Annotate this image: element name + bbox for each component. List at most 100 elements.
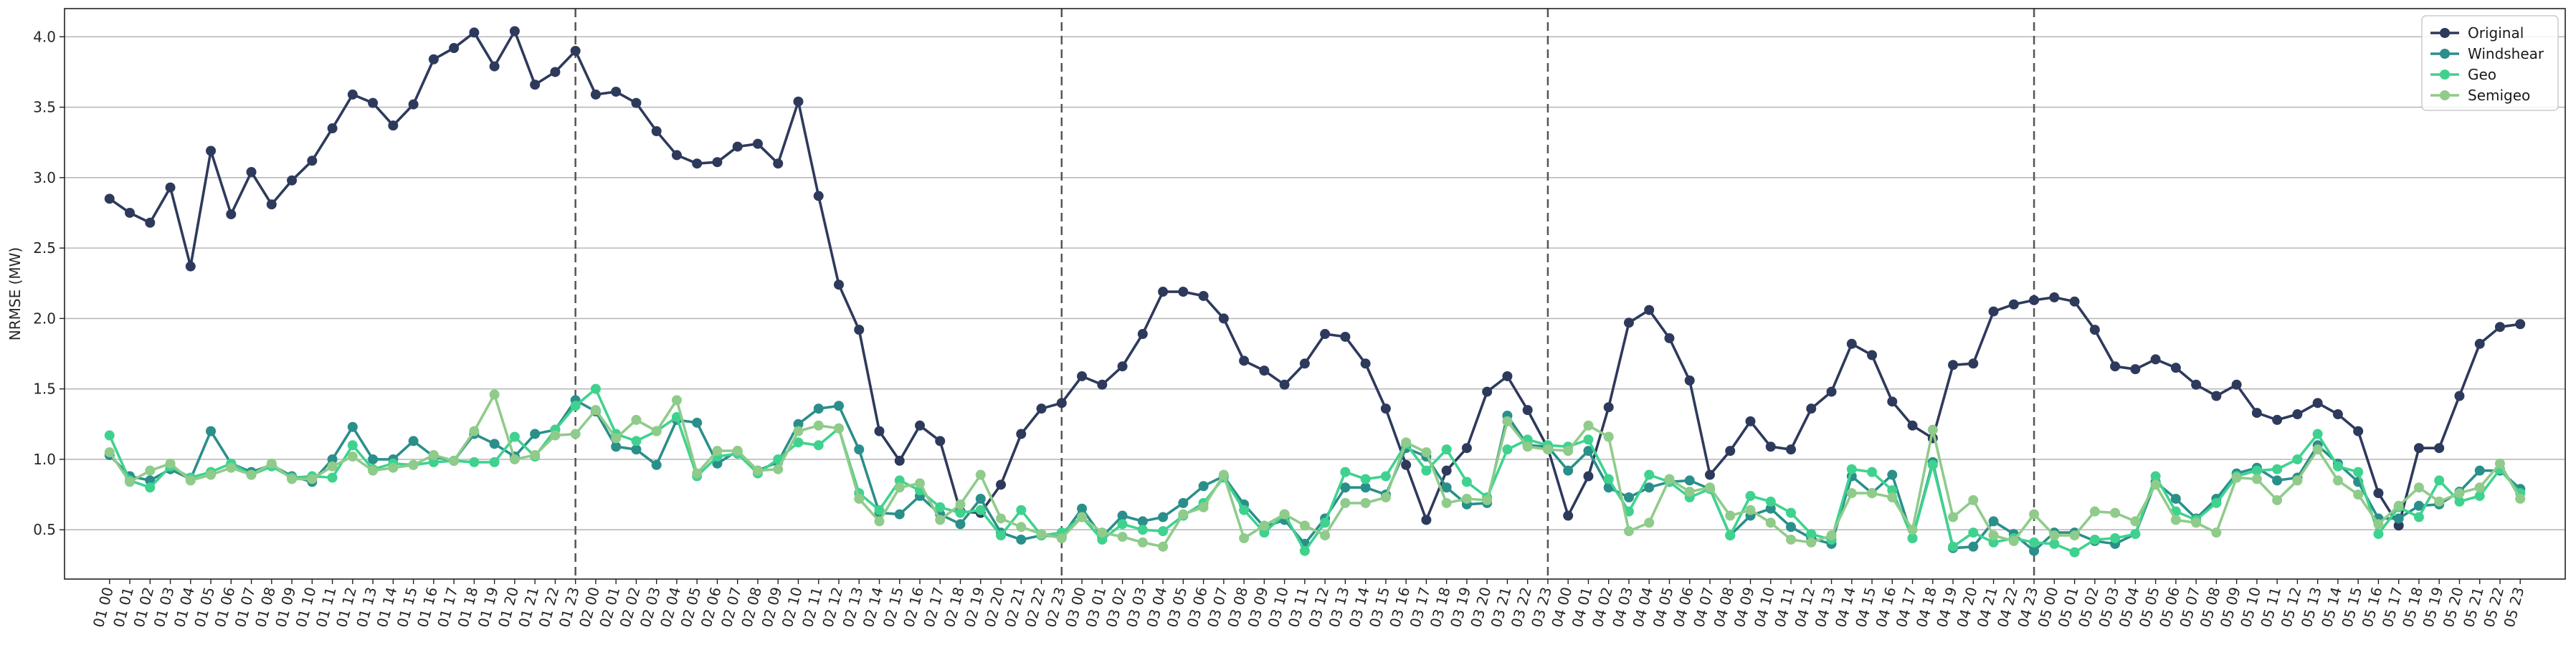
data-point [1684,475,1695,486]
data-point [1259,527,1270,538]
data-point [2515,493,2526,504]
data-point [1380,471,1391,482]
data-point [408,459,419,470]
data-point [1664,333,1675,343]
data-point [1887,469,1898,480]
data-point [2373,488,2384,499]
data-point [894,509,905,520]
data-point [975,505,986,515]
data-point [1198,290,1209,301]
data-point [1988,516,1999,527]
data-point [1461,443,1472,454]
legend-box [2421,15,2559,111]
data-point [449,455,460,466]
data-point [2170,363,2181,373]
data-point [347,440,358,451]
data-point [1927,424,1938,435]
data-point [1016,534,1027,545]
data-point [327,454,338,464]
data-point [2413,500,2424,511]
data-point [469,426,480,436]
data-point [793,437,804,448]
data-point [1137,525,1148,535]
data-point [469,457,480,467]
data-point [915,420,926,431]
data-point [570,45,581,56]
data-point [1340,482,1351,493]
data-point [1765,496,1776,507]
data-point [671,150,682,161]
y-tick-label: 2.5 [33,239,56,257]
data-point [1988,530,1999,541]
y-tick-label: 2.0 [33,310,56,327]
y-tick-label: 3.5 [33,99,56,116]
y-tick-label: 1.0 [33,451,56,468]
data-point [1137,537,1148,548]
legend-label: Semigeo [2468,87,2530,104]
data-point [1623,526,1634,537]
data-point [996,513,1007,524]
data-point [327,123,338,134]
data-point [1502,444,1513,455]
data-point [2393,500,2404,511]
data-point [1725,530,1736,541]
data-point [2272,475,2283,486]
data-point [2231,379,2242,390]
data-point [2494,458,2505,469]
data-point [489,439,500,449]
data-point [2110,361,2121,372]
data-point [2251,474,2262,484]
data-point [1846,464,1857,474]
data-point [1968,358,1979,369]
data-point [1482,494,1493,505]
data-point [388,462,399,473]
y-tick-label: 0.5 [33,521,56,538]
data-point [2049,292,2060,302]
data-point [125,477,136,487]
data-point [712,157,723,168]
data-point [2089,506,2100,517]
data-point [1421,465,1432,476]
data-point [2413,443,2424,454]
data-point [428,54,439,64]
data-point [590,89,601,100]
data-point [1765,517,1776,528]
data-point [590,383,601,394]
data-point [1786,507,1797,518]
data-point [226,209,237,219]
data-point [1603,431,1614,442]
data-point [307,156,318,166]
legend: Original Windshear Geo Semigeo [2421,15,2559,111]
series-original [104,26,2526,531]
legend-swatch-marker [2440,90,2450,100]
data-point [935,436,946,446]
data-point [1846,338,1857,349]
data-point [2393,513,2404,524]
data-point [1623,492,1634,503]
data-point [1563,510,1574,521]
data-point [2008,535,2019,546]
data-point [206,426,217,436]
data-point [874,505,885,515]
data-point [2272,414,2283,425]
data-point [2029,545,2040,556]
data-point [1603,474,1614,484]
data-point [611,433,622,444]
data-point [1563,446,1574,457]
data-point [327,472,338,483]
data-point [1887,485,1898,496]
data-point [611,441,622,452]
data-point [1542,444,1553,455]
data-point [2029,537,2040,548]
data-point [1259,520,1270,531]
data-point [1583,420,1594,431]
series-line [108,29,2521,527]
data-point [2292,475,2303,486]
data-point [631,444,642,455]
data-point [368,454,379,464]
data-point [590,405,601,416]
data-point [1401,437,1412,448]
data-point [2130,364,2141,375]
data-point [2251,465,2262,476]
data-point [2434,496,2445,507]
